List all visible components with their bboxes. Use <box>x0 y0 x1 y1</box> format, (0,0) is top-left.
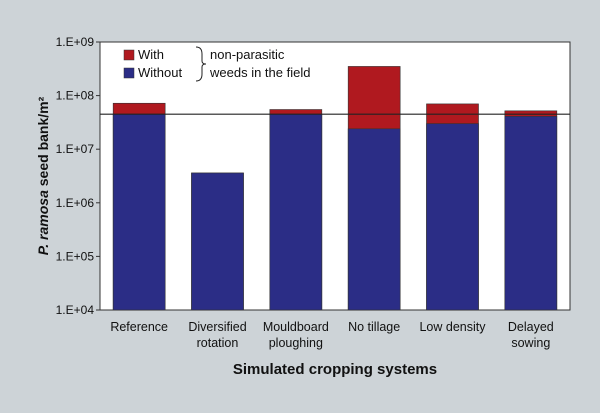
y-axis-ticks: 1.E+04 1.E+05 1.E+06 1.E+07 1.E+08 1.E+09 <box>56 35 100 317</box>
legend-label-without: Without <box>138 65 182 80</box>
y-axis-label: P. ramosa seed bank/m² <box>35 96 51 255</box>
x-category-label: Reference <box>110 320 168 334</box>
bar-without <box>347 128 401 311</box>
x-category-label: Diversified <box>188 320 246 334</box>
x-category-label: Mouldboard <box>263 320 329 334</box>
x-category-label: rotation <box>197 336 239 350</box>
bar-without <box>191 172 244 311</box>
bar-without <box>426 123 479 311</box>
bar-without <box>504 116 558 311</box>
x-category-label: sowing <box>511 336 550 350</box>
x-axis-categories: Reference Diversified rotation Mouldboard pl… <box>110 320 553 350</box>
y-tick-label: 1.E+06 <box>56 196 95 210</box>
y-tick-label: 1.E+05 <box>56 249 95 263</box>
x-category-label: ploughing <box>269 336 323 350</box>
y-axis-label-italic: P. ramosa <box>35 190 51 255</box>
legend-brace <box>195 46 207 82</box>
x-category-label: Low density <box>419 320 486 334</box>
plot-area <box>99 41 571 311</box>
x-axis-label: Simulated cropping systems <box>233 361 437 378</box>
y-tick-label: 1.E+07 <box>56 142 95 156</box>
y-tick-label: 1.E+09 <box>56 35 95 49</box>
bars <box>112 66 558 311</box>
x-category-label: No tillage <box>348 320 400 334</box>
legend-swatch-with <box>123 49 135 61</box>
legend-label-with: With <box>138 47 164 62</box>
legend: With Without non-parasitic weeds in the … <box>123 46 310 82</box>
legend-brace-line-2: weeds in the field <box>209 65 310 80</box>
y-axis-label-rest: seed bank/m² <box>35 96 51 190</box>
x-category-label: Delayed <box>508 320 554 334</box>
bar-without <box>112 113 166 311</box>
y-tick-label: 1.E+04 <box>56 303 95 317</box>
legend-brace-line-1: non-parasitic <box>210 47 285 62</box>
y-tick-label: 1.E+08 <box>56 89 95 103</box>
bar-without <box>269 113 323 311</box>
legend-swatch-without <box>123 67 135 79</box>
